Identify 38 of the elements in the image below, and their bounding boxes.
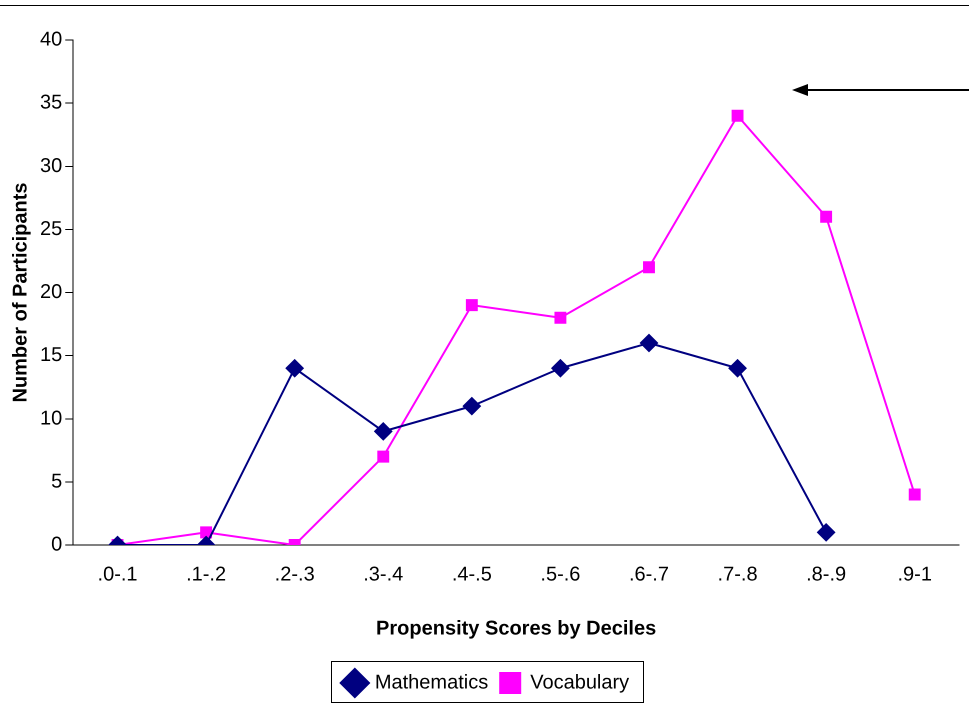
legend-label: Vocabulary	[530, 672, 630, 694]
point	[817, 523, 836, 542]
y-tick-label: 30	[40, 154, 62, 177]
point	[462, 397, 481, 416]
x-tick-label: .8-.9	[806, 564, 846, 586]
point	[728, 359, 747, 378]
point	[377, 450, 390, 463]
x-tick-label: .9-1	[897, 564, 932, 586]
y-tick-label: 10	[40, 407, 62, 430]
x-tick-label: .2-.3	[274, 564, 315, 586]
x-tick-label: .5-.6	[540, 564, 580, 586]
y-axis-title: Number of Participants	[10, 182, 32, 403]
point	[551, 359, 570, 378]
x-tick-label: .3-.4	[363, 564, 404, 586]
y-tick-label: 40	[40, 28, 62, 51]
point	[643, 261, 655, 274]
y-tick-label: 20	[40, 281, 62, 304]
y-tick-label: 15	[40, 344, 62, 366]
x-tick-label: .7-.8	[718, 564, 758, 586]
point	[374, 422, 392, 440]
point	[732, 110, 744, 122]
point	[820, 210, 832, 223]
x-tick-label: .6-.7	[628, 564, 669, 586]
x-axis-title: Propensity Scores by Deciles	[376, 618, 656, 640]
point	[908, 488, 921, 500]
y-tick-label: 5	[51, 470, 62, 492]
point	[640, 334, 658, 352]
x-tick-label: .1-.2	[186, 564, 226, 586]
x-tick-label: .4-.5	[452, 564, 492, 586]
point	[286, 359, 304, 378]
y-tick-label: 0	[51, 534, 62, 556]
point	[554, 312, 566, 324]
y-tick-label: 35	[40, 92, 62, 114]
point	[200, 526, 212, 538]
legend-label: Mathematics	[374, 672, 488, 694]
point	[466, 299, 478, 312]
y-tick-label: 25	[40, 218, 62, 240]
x-tick-label: .0-.1	[98, 564, 138, 586]
